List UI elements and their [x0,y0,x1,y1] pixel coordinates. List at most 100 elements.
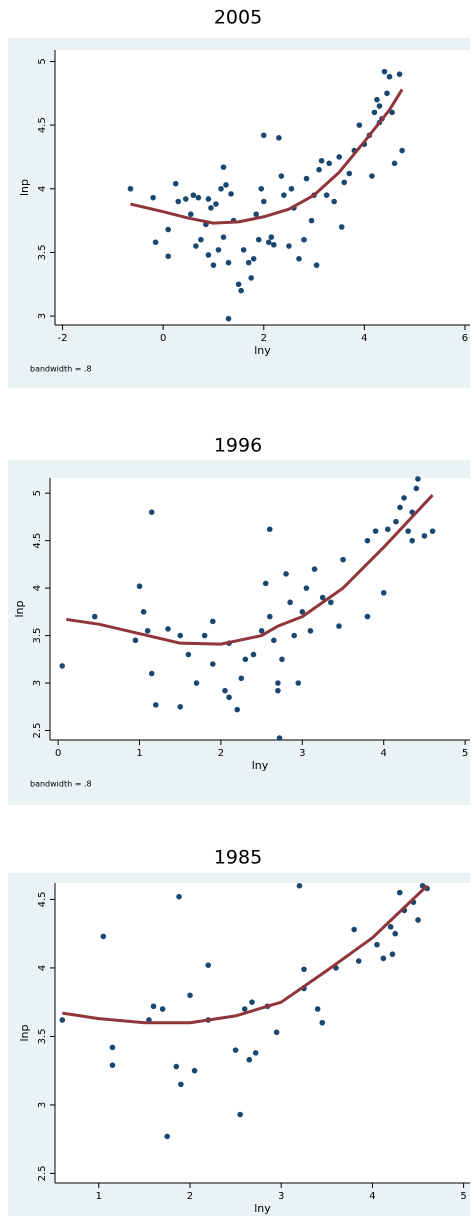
point [384,526,391,533]
x-tick-label: 2 [261,333,267,344]
y-tick-label: 3 [32,680,43,686]
point [245,259,252,266]
fit-line [130,88,404,225]
y-tick-label: 4.5 [32,533,43,549]
point [396,889,403,896]
x-tick-label: 3 [278,1191,284,1202]
point [159,1006,166,1012]
point [140,609,147,615]
point [241,1006,248,1012]
y-tick-label: 3.5 [32,628,43,644]
x-tick-label: 2 [187,1191,193,1202]
y-tick-label: 3 [37,313,48,319]
point [286,243,292,249]
point [307,628,314,634]
point [252,1050,259,1056]
chart-title: 1985 [214,847,262,869]
point [185,651,192,658]
y-tick-label: 4.5 [37,117,48,133]
fit-line [62,884,429,1025]
point [340,556,346,563]
point [336,623,342,629]
point [182,196,189,202]
point [208,205,214,211]
x-axis-label: lny [254,344,271,357]
point [215,247,222,253]
point [176,893,182,900]
point [260,132,267,139]
point [313,262,320,268]
point [372,528,379,534]
point [173,1063,180,1070]
x-tick-label: 5 [460,1191,466,1202]
point [287,599,293,606]
point [59,1017,66,1023]
point [213,201,219,207]
plot-area [50,478,470,740]
point [389,951,396,958]
point [228,191,234,197]
point [401,495,407,501]
point [389,109,395,116]
point [314,1006,321,1012]
point [386,73,393,80]
point [295,680,302,686]
point [209,618,216,625]
point [393,518,399,525]
point [148,509,155,515]
point [266,526,273,533]
point [205,252,212,258]
point [164,1133,170,1140]
y-tick-label: 4 [37,186,48,192]
x-tick-label: 3 [299,748,305,759]
note: bandwidth = .8 [30,780,92,789]
point [191,1067,198,1074]
point [271,637,277,644]
point [319,594,326,601]
point [355,958,362,964]
point [193,243,199,249]
point [172,180,179,187]
point [303,585,310,591]
point [296,255,302,262]
point [323,192,330,198]
point [364,537,371,544]
point [152,239,159,246]
point [341,179,348,186]
point [387,924,394,930]
x-tick-label: 4 [381,748,387,759]
point [240,247,247,253]
point [255,236,262,243]
y-axis-label: lnp [13,600,26,617]
x-tick-label: 0 [160,333,166,344]
point [374,96,380,103]
point [301,966,307,973]
point [144,628,151,634]
fit-line [66,494,434,646]
point [237,1111,243,1118]
point [258,628,265,634]
point [279,656,285,663]
point [225,315,232,322]
point [150,194,156,201]
point [275,687,281,694]
y-tick-label: 5 [32,490,43,496]
y-tick-label: 2.5 [32,723,43,739]
point [384,90,390,97]
point [396,71,403,77]
x-tick-label: 4 [361,333,367,344]
point [220,164,227,170]
point [265,239,272,246]
y-tick-label: 4 [32,585,43,591]
point [150,1003,157,1010]
point [311,566,318,572]
point [190,192,197,198]
point [364,613,371,620]
point [281,192,287,198]
point [175,198,182,205]
point [319,1019,326,1026]
point [238,287,244,294]
x-tick-label: 2 [218,748,224,759]
point [165,226,171,233]
point [318,157,325,164]
